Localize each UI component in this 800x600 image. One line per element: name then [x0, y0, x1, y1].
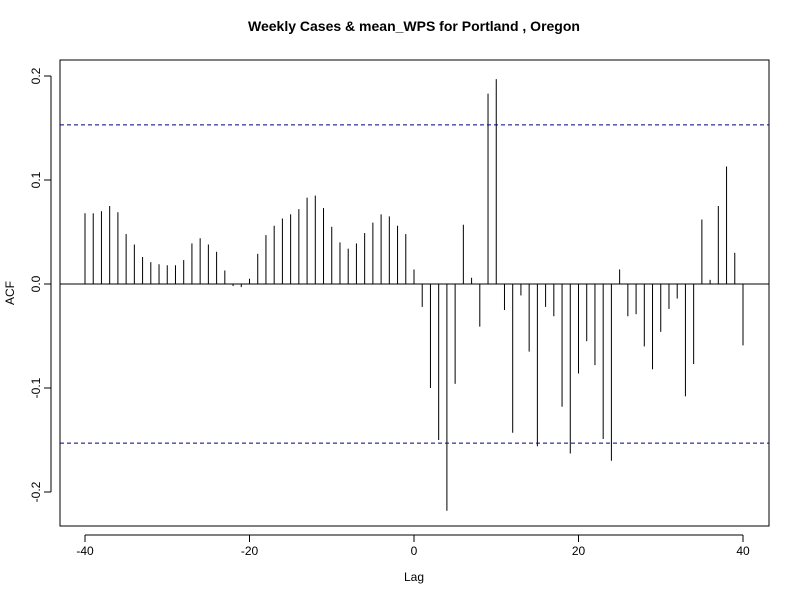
x-tick-label: -40 [76, 544, 94, 558]
chart-title: Weekly Cases & mean_WPS for Portland , O… [248, 18, 580, 34]
x-axis-label: Lag [404, 570, 424, 584]
x-axis: -40 -20 0 20 40 [76, 534, 750, 558]
x-tick-label: 40 [736, 544, 750, 558]
y-axis: -0.2 -0.1 0.0 0.1 0.2 [29, 67, 52, 502]
plot-frame [59, 59, 770, 527]
y-tick-label: 0.2 [29, 67, 43, 84]
y-tick-label: 0.0 [29, 275, 43, 292]
y-tick-label: -0.2 [29, 481, 43, 502]
y-tick-label: 0.1 [29, 171, 43, 188]
x-tick-label: -20 [241, 544, 259, 558]
acf-bars [84, 79, 744, 511]
x-tick-label: 0 [411, 544, 418, 558]
y-tick-label: -0.1 [29, 377, 43, 398]
x-tick-label: 20 [572, 544, 586, 558]
y-axis-label: ACF [3, 281, 17, 305]
